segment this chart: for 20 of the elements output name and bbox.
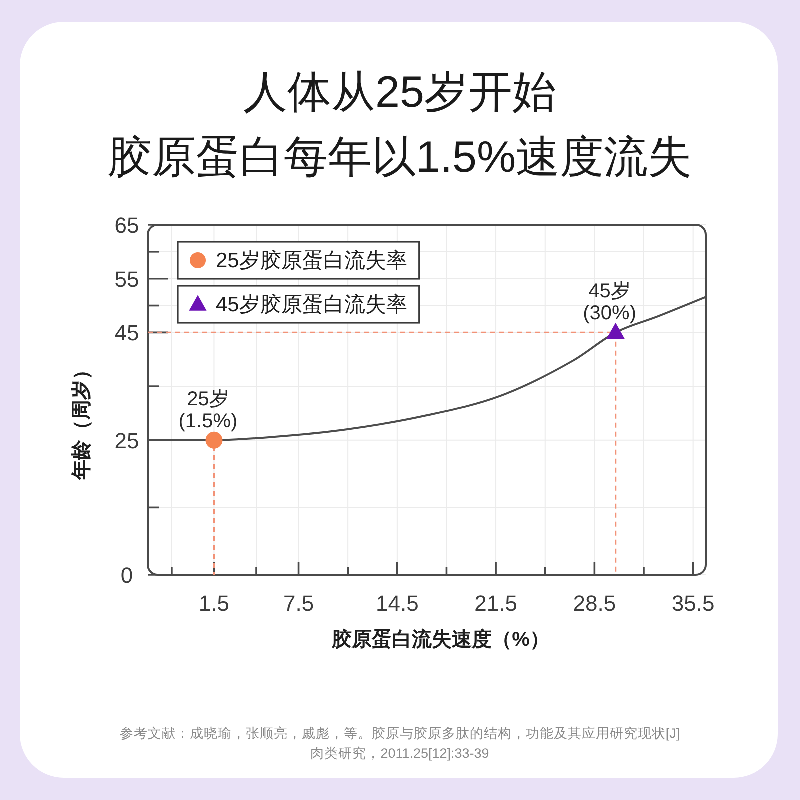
- annotation: 45岁 (30%): [583, 280, 636, 325]
- y-axis-title: 年龄（周岁）: [71, 360, 93, 481]
- chart-subtitle: 胶原蛋白每年以1.5%速度流失: [108, 132, 692, 182]
- y-tick-label: 65: [114, 212, 140, 238]
- x-axis-title: 胶原蛋白流失速度（%）: [331, 628, 550, 651]
- x-tick-label: 1.5: [198, 590, 230, 616]
- x-tick-label: 35.5: [672, 590, 715, 616]
- legend-label: 45岁胶原蛋白流失率: [216, 293, 408, 316]
- chart-title: 人体从25岁开始: [244, 68, 556, 116]
- y-tick-label: 45: [114, 320, 140, 346]
- y-tick-label: 25: [114, 428, 140, 453]
- x-tick-label: 28.5: [573, 590, 616, 616]
- x-tick-label: 7.5: [283, 590, 314, 616]
- y-tick-label: 0: [120, 562, 134, 588]
- annotation: 25岁 (1.5%): [178, 388, 238, 432]
- x-tick-label: 14.5: [376, 590, 419, 616]
- x-tick-label: 21.5: [474, 590, 518, 616]
- legend-label: 25岁胶原蛋白流失率: [216, 249, 408, 272]
- y-tick-label: 55: [114, 266, 140, 292]
- text: 参考文献：成晓瑜，张顺亮，戚彪，等。胶原与胶原多肽的结构，功能及其应用研究现状[J] 肉类研究，2011.25[12]:33-39: [120, 726, 680, 760]
